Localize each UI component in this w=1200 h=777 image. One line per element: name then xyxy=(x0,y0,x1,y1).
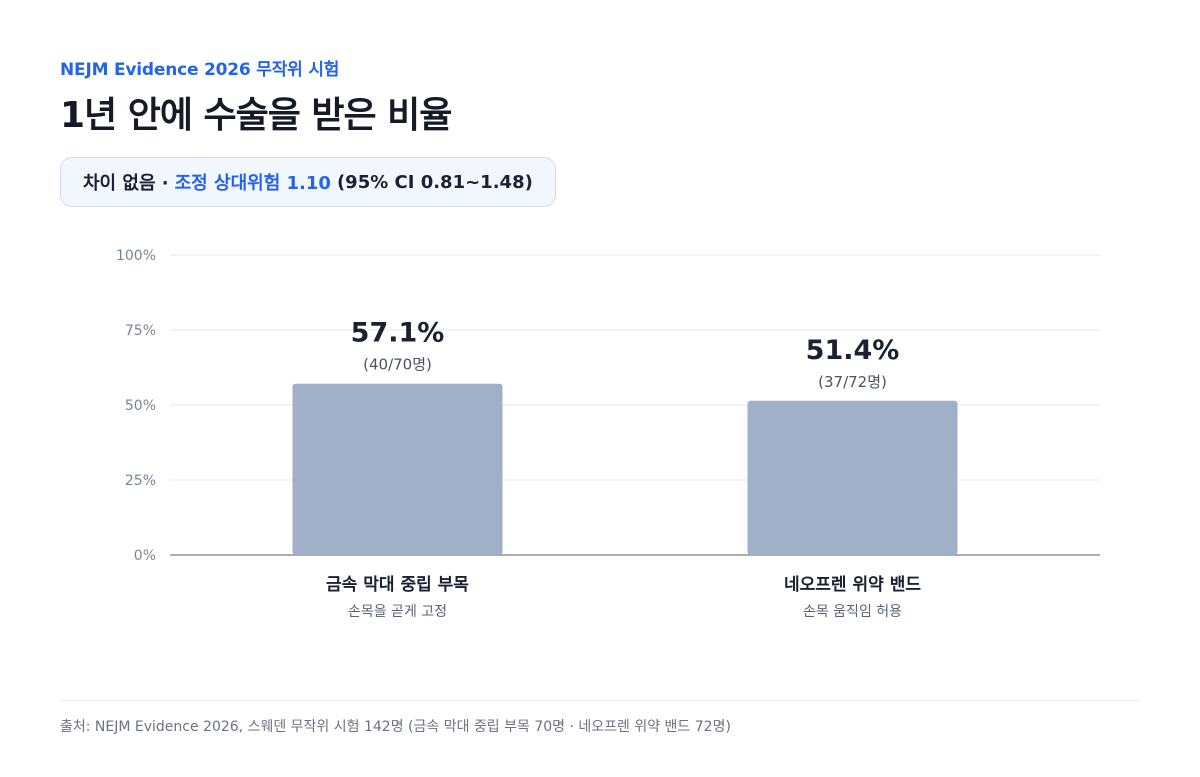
footer-divider xyxy=(60,700,1140,701)
x-category-label: 금속 막대 중립 부목 xyxy=(326,575,469,595)
x-category-label: 네오프렌 위약 밴드 xyxy=(784,574,921,595)
bar-count-label: (37/72명) xyxy=(818,373,887,391)
y-tick-label: 25% xyxy=(125,473,156,489)
y-tick-label: 75% xyxy=(125,323,156,339)
bar-count-label: (40/70명) xyxy=(363,356,432,374)
bar xyxy=(292,383,503,555)
chart-eyebrow: NEJM Evidence 2026 무작위 시험 xyxy=(60,60,340,80)
result-callout: 차이 없음 · 조정 상대위험 1.10 (95% CI 0.81~1.48) xyxy=(60,157,556,207)
x-category-sublabel: 손목을 곧게 고정 xyxy=(348,604,447,620)
callout-highlight: 조정 상대위험 1.10 xyxy=(174,173,331,194)
bar xyxy=(747,400,958,555)
callout-prefix: 차이 없음 · xyxy=(83,173,169,194)
chart-title: 1년 안에 수술을 받은 비율 xyxy=(60,95,452,136)
y-tick-label: 50% xyxy=(125,398,156,414)
source-note: 출처: NEJM Evidence 2026, 스웨덴 무작위 시험 142명 … xyxy=(60,719,731,735)
y-tick-label: 0% xyxy=(134,548,156,564)
callout-suffix: (95% CI 0.81~1.48) xyxy=(336,171,533,193)
bar-value-label: 51.4% xyxy=(806,335,900,366)
bar-chart: 0% 25% 50% 75% 100% 57.1% (40/70명) 금속 막대 중립 부목손… xyxy=(116,248,1100,620)
x-category-sublabel: 손목 움직임 허용 xyxy=(803,604,902,620)
y-tick-label: 100% xyxy=(116,248,156,264)
bar-value-label: 57.1% xyxy=(351,318,445,349)
